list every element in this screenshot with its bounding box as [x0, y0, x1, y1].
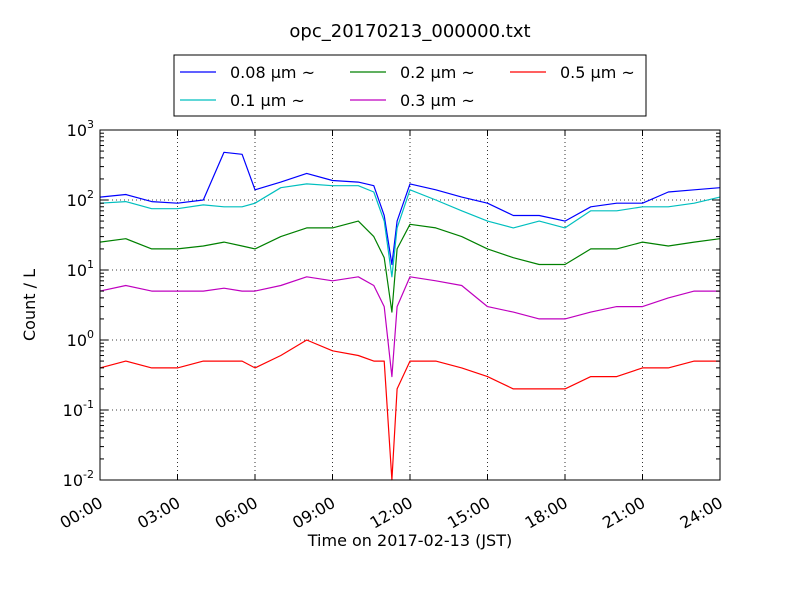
chart-title: opc_20170213_000000.txt	[289, 21, 530, 42]
y-tick-label: 102	[67, 188, 94, 210]
x-tick-label: 18:00	[522, 493, 571, 533]
y-tick-label: 103	[67, 118, 94, 140]
legend-label-5: 0.5 μm ~	[560, 63, 635, 82]
y-tick-label: 10-1	[63, 398, 94, 420]
y-tick-label: 100	[67, 328, 94, 350]
y-tick-label: 10-2	[63, 468, 94, 490]
plot-frame	[100, 130, 720, 480]
y-tick-label: 101	[67, 258, 94, 280]
x-tick-label: 03:00	[134, 493, 183, 533]
series-line-3	[99, 220, 721, 313]
series-line-2	[99, 183, 721, 278]
x-tick-label: 06:00	[212, 493, 261, 533]
legend-label-4: 0.3 μm ~	[400, 91, 475, 110]
legend: 0.08 μm ~ 0.1 μm ~ 0.2 μm ~ 0.3 μm ~ 0.5 μm …	[173, 54, 647, 117]
x-tick-label: 15:00	[444, 493, 493, 533]
legend-box	[173, 54, 647, 117]
series-line-1	[99, 151, 721, 266]
legend-label-3: 0.2 μm ~	[400, 63, 475, 82]
series-line-4	[99, 276, 720, 378]
x-tick-label: 09:00	[289, 493, 338, 533]
plot-area: 00:00 03:00 06:00 09:00 12:00 15:00 18:00 21:00…	[57, 118, 726, 533]
x-tick-label: 21:00	[599, 493, 648, 533]
x-axis-label: Time on 2017-02-13 (JST)	[307, 531, 512, 550]
x-tick-label: 00:00	[57, 493, 106, 533]
x-tick-label: 12:00	[367, 493, 416, 533]
x-tick-label: 24:00	[677, 493, 726, 533]
y-axis-label: Count / L	[20, 269, 39, 341]
grid	[100, 130, 720, 480]
legend-label-2: 0.1 μm ~	[230, 91, 305, 110]
legend-label-1: 0.08 μm ~	[230, 63, 315, 82]
